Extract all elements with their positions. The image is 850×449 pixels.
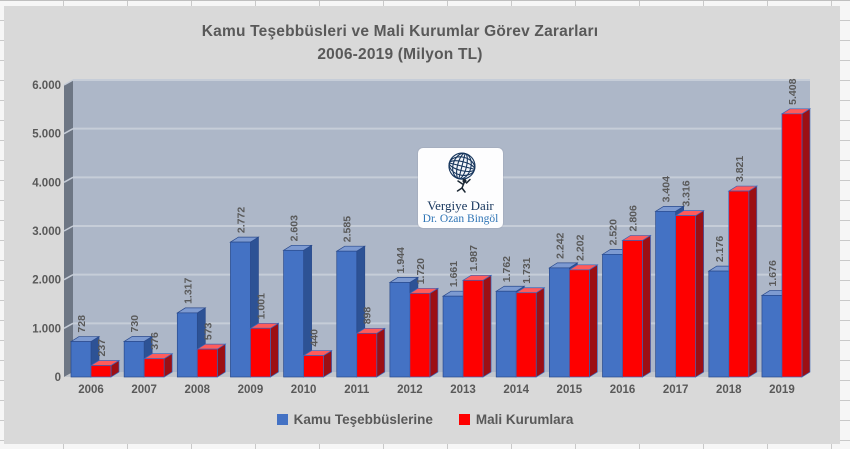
data-label: 1.944 [395, 247, 407, 273]
x-axis-label: 2008 [185, 384, 211, 396]
data-label: 1.317 [182, 277, 194, 303]
data-label: 573 [202, 322, 214, 340]
x-axis-label: 2016 [610, 384, 636, 396]
x-axis-label: 2007 [131, 384, 157, 396]
x-axis-label: 2012 [397, 384, 423, 396]
bar-kamu-te-ebb-slerine-2007[interactable] [122, 335, 154, 378]
gridline-side [63, 79, 74, 86]
x-axis-label: 2017 [663, 384, 689, 396]
x-axis-label: 2011 [344, 384, 370, 396]
data-label: 2.520 [608, 219, 620, 245]
bar-mali-kurumlara-2018[interactable] [727, 185, 759, 378]
x-axis-label: 2015 [557, 384, 583, 396]
data-label: 2.772 [235, 207, 247, 233]
data-label: 2.585 [342, 216, 354, 242]
legend-swatch-mali [458, 413, 470, 425]
bar-mali-kurumlara-2012[interactable] [408, 287, 440, 378]
bar-mali-kurumlara-2011[interactable] [355, 327, 386, 378]
bar-mali-kurumlara-2015[interactable] [568, 264, 599, 378]
data-label: 1.731 [521, 257, 533, 283]
data-label: 440 [309, 329, 321, 347]
watermark-text-line1: Vergiye Dair [427, 198, 494, 213]
legend-item-mali[interactable]: Mali Kurumlara [458, 411, 574, 427]
x-axis-label: 2019 [769, 384, 795, 396]
x-axis-label: 2006 [78, 384, 104, 396]
data-label: 1.762 [501, 256, 513, 282]
bar-mali-kurumlara-2014[interactable] [514, 287, 546, 378]
data-label: 730 [129, 315, 141, 333]
data-label: 1.676 [767, 260, 779, 286]
x-axis-label: 2010 [291, 384, 317, 396]
legend-label-mali: Mali Kurumlara [475, 411, 574, 427]
y-axis-label: 1.000 [32, 323, 61, 335]
gridline-side [63, 274, 74, 281]
data-label: 3.316 [681, 180, 693, 206]
chart-legend: Kamu Teşebbüslerine Mali Kurumlara [0, 410, 850, 428]
data-label: 1.001 [255, 293, 267, 319]
data-label: 3.821 [734, 156, 746, 182]
bar-mali-kurumlara-2019[interactable] [780, 108, 812, 378]
legend-label-kamu: Kamu Teşebbüslerine [293, 411, 433, 427]
bar-mali-kurumlara-2008[interactable] [196, 343, 227, 378]
data-label: 2.202 [574, 234, 586, 260]
data-label: 2.603 [289, 215, 301, 241]
x-axis-label: 2014 [503, 384, 529, 396]
legend-swatch-kamu [276, 413, 288, 425]
bar-mali-kurumlara-2006[interactable] [89, 359, 121, 378]
gridline-side [63, 225, 74, 232]
watermark-logo: Vergiye Dair Dr. Ozan Bingöl [418, 148, 503, 228]
y-axis-label: 0 [55, 372, 61, 384]
y-axis-label: 2.000 [32, 275, 61, 287]
bar-kamu-te-ebb-slerine-2010[interactable] [282, 244, 313, 378]
x-axis-label: 2018 [716, 384, 742, 396]
y-axis-label: 3.000 [32, 226, 61, 238]
bar-mali-kurumlara-2017[interactable] [674, 209, 705, 378]
data-label: 2.242 [554, 232, 566, 258]
bar-mali-kurumlara-2010[interactable] [302, 349, 333, 378]
y-axis-label: 5.000 [32, 129, 61, 141]
data-label: 1.720 [415, 258, 427, 284]
x-axis-label: 2013 [450, 384, 476, 396]
x-axis-label: 2009 [238, 384, 264, 396]
bar-mali-kurumlara-2007[interactable] [142, 353, 174, 378]
y-axis-label: 6.000 [32, 80, 61, 92]
data-label: 237 [96, 339, 108, 357]
data-label: 5.408 [787, 78, 799, 104]
chart-title-line2: 2006-2019 (Milyon TL) [317, 46, 483, 63]
gridline-side [63, 176, 74, 183]
gridline-side [63, 322, 74, 329]
data-label: 3.404 [661, 176, 673, 202]
bar-mali-kurumlara-2013[interactable] [461, 274, 493, 378]
data-label: 2.176 [714, 236, 726, 262]
chart-title-line1: Kamu Teşebbüsleri ve Mali Kurumlar Görev… [201, 23, 599, 40]
watermark-text-line2: Dr. Ozan Bingöl [422, 213, 499, 225]
chart-title: Kamu Teşebbüsleri ve Mali Kurumlar Görev… [0, 20, 800, 66]
data-label: 376 [149, 332, 161, 350]
data-label: 1.987 [468, 245, 480, 271]
y-axis-label: 4.000 [32, 177, 61, 189]
bar-mali-kurumlara-2016[interactable] [621, 234, 652, 378]
data-label: 2.806 [628, 205, 640, 231]
globe-atlas-icon [447, 152, 476, 193]
data-label: 728 [76, 315, 88, 333]
gridline-side [63, 128, 74, 135]
legend-item-kamu[interactable]: Kamu Teşebbüslerine [276, 411, 433, 427]
bar-mali-kurumlara-2009[interactable] [249, 322, 280, 378]
data-label: 898 [362, 307, 374, 325]
data-label: 1.661 [448, 261, 460, 287]
